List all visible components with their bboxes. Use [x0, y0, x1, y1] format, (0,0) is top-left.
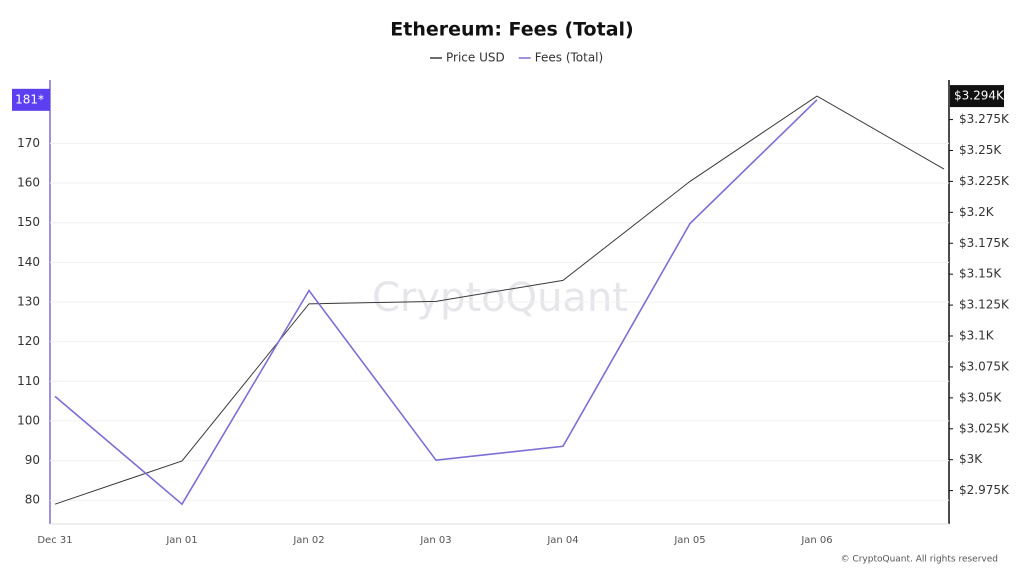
y-tick-label: 150	[17, 215, 40, 229]
x-tick-label: Jan 04	[546, 535, 578, 546]
y2-tick-label: $3.25K	[959, 143, 1002, 157]
series-line	[54, 95, 945, 505]
y-tick-label: 80	[25, 493, 40, 507]
value-label: 181*	[15, 92, 44, 106]
y-tick-label: 170	[17, 136, 40, 150]
watermark: CryptoQuant	[372, 275, 628, 321]
y2-tick-label: $3.15K	[959, 267, 1002, 281]
x-tick-label: Jan 06	[800, 535, 832, 546]
x-tick-label: Jan 01	[165, 535, 197, 546]
y-tick-label: 160	[17, 176, 40, 190]
series-line	[54, 99, 818, 506]
y-tick-label: 130	[17, 295, 40, 309]
y-tick-label: 110	[17, 374, 40, 388]
y2-tick-label: $3.1K	[959, 329, 995, 343]
y-tick-label: 90	[25, 453, 40, 467]
x-tick-label: Jan 02	[292, 535, 324, 546]
legend-label: Price USD	[446, 51, 505, 65]
y2-tick-label: $2.975K	[959, 483, 1010, 497]
y2-tick-label: $3.05K	[959, 390, 1002, 404]
y-tick-label: 120	[17, 334, 40, 348]
y2-tick-label: $3.225K	[959, 174, 1010, 188]
legend-label: Fees (Total)	[535, 51, 603, 65]
y2-tick-label: $3.275K	[959, 112, 1010, 126]
x-tick-label: Jan 05	[673, 535, 705, 546]
y2-tick-label: $3K	[959, 452, 983, 466]
value-badge	[950, 85, 1004, 108]
y2-tick-label: $3.2K	[959, 205, 995, 219]
value-label: $3.294K	[954, 89, 1005, 103]
y2-tick-label: $3.025K	[959, 421, 1010, 435]
x-tick-label: Jan 03	[419, 535, 451, 546]
y2-tick-label: $3.125K	[959, 298, 1010, 312]
credit: © CryptoQuant. All rights reserved	[841, 555, 998, 565]
y2-tick-label: $3.175K	[959, 236, 1010, 250]
x-tick-label: Dec 31	[37, 535, 72, 546]
chart-title: Ethereum: Fees (Total)	[390, 19, 633, 41]
y-tick-label: 140	[17, 255, 40, 269]
y2-tick-label: $3.075K	[959, 359, 1010, 373]
y-tick-label: 100	[17, 413, 40, 427]
value-badge	[12, 88, 50, 111]
